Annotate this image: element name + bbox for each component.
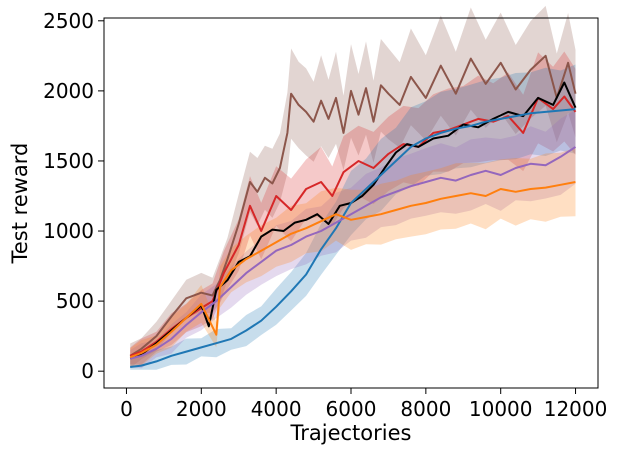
x-tick-label: 6000: [326, 397, 377, 421]
band-orange: [130, 147, 576, 366]
band-red: [130, 51, 576, 365]
band-purple: [130, 110, 576, 369]
x-tick-label: 2000: [176, 397, 227, 421]
y-tick-label: 2500: [43, 9, 94, 33]
y-tick-label: 2000: [43, 79, 94, 103]
x-tick-label: 10000: [469, 397, 533, 421]
line-black: [129, 81, 577, 360]
confidence-bands: [130, 5, 576, 370]
y-tick-label: 0: [81, 359, 94, 383]
y-tick-label: 1500: [43, 149, 94, 173]
line-blue: [130, 108, 576, 368]
line-orange: [129, 181, 576, 359]
line-brown: [129, 54, 577, 357]
x-tick-label: 4000: [251, 397, 302, 421]
series-lines: [129, 54, 577, 368]
x-tick-label: 0: [120, 397, 133, 421]
band-blue: [130, 64, 576, 370]
x-axis-ticks: 0 2000 4000 6000 8000 10000 12000: [120, 388, 607, 421]
y-tick-label: 500: [56, 289, 94, 313]
x-axis-label: Trajectories: [290, 421, 412, 445]
y-tick-label: 1000: [43, 219, 94, 243]
y-axis-label: Test reward: [8, 143, 32, 265]
x-tick-label: 8000: [400, 397, 451, 421]
band-brown: [130, 5, 576, 369]
x-tick-label: 12000: [544, 397, 608, 421]
line-purple: [129, 146, 577, 360]
y-axis-ticks: 0 500 1000 1500 2000 2500: [43, 9, 104, 383]
